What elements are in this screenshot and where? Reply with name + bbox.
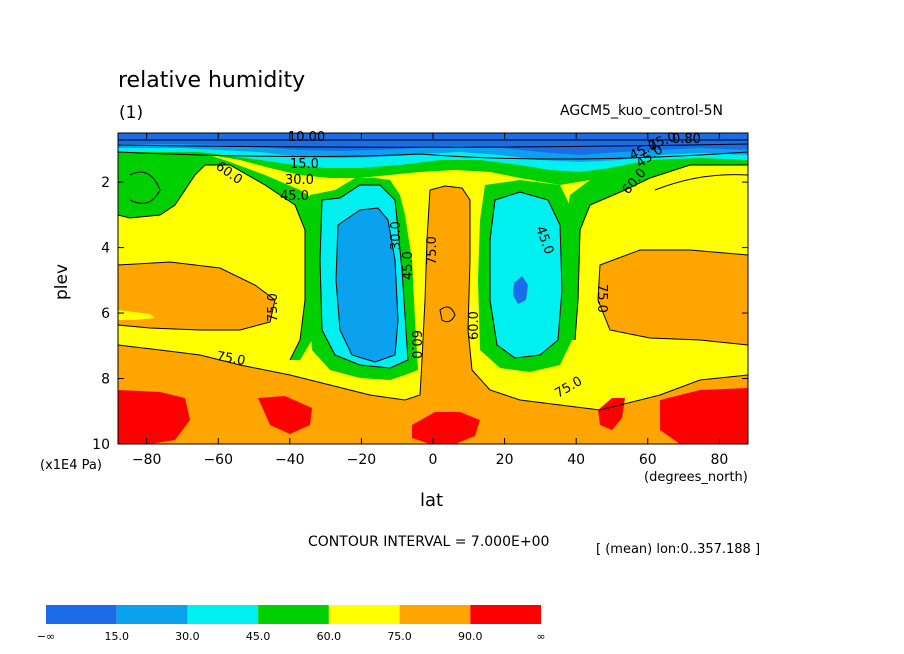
fill-band-75-90-lower [118,186,748,444]
colorbar-label: 15.0 [104,630,129,643]
colorbar-swatch [470,605,541,624]
x-tick-label: 0 [429,452,438,468]
colorbar-swatch [187,605,259,624]
x-axis-label: lat [420,490,444,511]
contour-line [489,191,563,359]
contour-line [429,185,748,411]
axes: −80 −60 −40 −20 0 20 40 60 80 2 4 6 8 10 [92,133,748,468]
contour-label: 15.0 [290,157,319,172]
contour-label: 45.0 [401,251,416,280]
fill-band-90-up-equator [412,412,480,444]
colorbar-swatch [46,605,117,624]
contour-label: 75.0 [266,293,281,322]
colorbar-swatch [116,605,188,624]
x-tick-label: −80 [132,452,162,468]
contour-line [129,171,161,204]
contour-label: 75.0 [425,236,440,265]
fill-band-0-15-top [118,133,748,155]
contour-line [597,249,748,346]
fill-band-60-75-left-notch [118,310,155,320]
fill-band-90-up-right-mid [598,398,625,430]
contour-line [335,207,399,363]
contour-line [118,261,276,331]
fill-band-90-up-left [118,390,190,444]
fill-band-90-up-right [660,388,748,444]
fill-band-30-45-right [490,192,562,358]
y-tick-label: 6 [101,306,110,322]
x-tick-label: −40 [275,452,305,468]
contour-interval-label: CONTOUR INTERVAL = 7.000E+00 [308,534,550,550]
colorbar: −∞ 15.0 30.0 45.0 60.0 75.0 90.0 ∞ [37,605,546,643]
dataset-label: AGCM5_kuo_control-5N [560,103,724,119]
x-tick-label: 40 [567,452,585,468]
contour-label: 75.0 [594,284,609,313]
contour-label: 60.0 [408,330,423,359]
y-tick-label: 10 [92,437,110,453]
contour-label: 10.00 [288,130,325,145]
contour-fill-layer [118,133,748,444]
contour-line [654,174,748,191]
colorbar-label: 60.0 [317,630,342,643]
colorbar-label: 45.0 [246,630,271,643]
fill-band-90-up-left-mid [258,396,312,434]
contour-line [574,164,748,341]
y-tick-label: 4 [101,241,110,257]
colorbar-label: 75.0 [387,630,412,643]
contour-label: 75.0 [215,349,246,369]
fill-band-75-90-left-lobe [118,262,275,330]
contour-line [118,164,306,361]
fill-band-45-60-left [118,150,320,360]
contour-label: 30.0 [389,221,404,250]
y-axis-unit: (x1E4 Pa) [40,458,102,473]
x-tick-label: 80 [710,452,728,468]
contour-line [439,306,456,323]
contour-label: 30.0 [285,173,314,188]
y-tick-label: 2 [101,175,110,191]
subset-label: [ (mean) lon:0..357.188 ] [596,542,761,557]
x-tick-label: −20 [347,452,377,468]
colorbar-swatch [399,605,471,624]
x-tick-label: −60 [203,452,233,468]
contour-line [118,151,748,160]
colorbar-swatch [328,605,400,624]
x-tick-label: 60 [639,452,657,468]
colorbar-label: ∞ [536,630,545,643]
contour-label: 0.80 [672,132,701,147]
contour-lines [118,139,748,411]
fill-band-15-30-left [336,208,398,362]
chart-units: (1) [119,103,144,123]
colorbar-label: −∞ [37,630,55,643]
chart-title: relative humidity [118,68,306,93]
contour-label: 60.0 [467,311,482,340]
colorbar-label: 30.0 [175,630,200,643]
contour-line [118,189,431,401]
contour-line [118,143,748,148]
x-axis-unit: (degrees_north) [644,470,748,485]
colorbar-label: 90.0 [458,630,483,643]
y-tick-label: 8 [101,372,110,388]
fill-band-0-15-right-cell [513,276,528,304]
contour-label: 45.0 [280,189,309,204]
fill-band-75-90-right-lobe [598,250,748,345]
x-tick-label: 20 [496,452,514,468]
contour-line [319,184,409,369]
colorbar-swatch [258,605,329,624]
